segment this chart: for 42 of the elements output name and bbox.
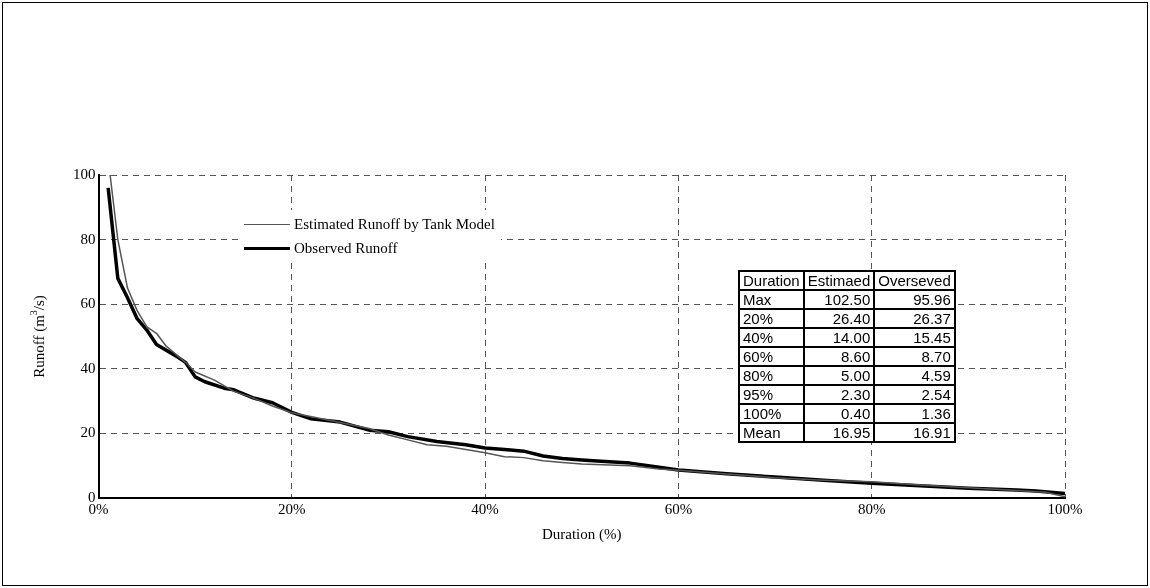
annotation: 15.45 bbox=[874, 328, 955, 347]
annotation: 100% bbox=[739, 404, 804, 423]
annotation: Mean bbox=[739, 423, 804, 442]
legend-label: Estimated Runoff by Tank Model bbox=[294, 215, 495, 233]
annotation: 20% bbox=[739, 309, 804, 328]
y-tick-label: 80 bbox=[80, 230, 96, 247]
annotation: 16.95 bbox=[803, 423, 875, 442]
y-tick-label: 100 bbox=[73, 165, 96, 182]
annotation: 0.40 bbox=[803, 404, 875, 423]
annotation: 16.91 bbox=[874, 423, 955, 442]
annotation: 102.50 bbox=[803, 290, 875, 309]
annotation: Estimaed bbox=[803, 271, 875, 290]
x-tick-label: 60% bbox=[664, 500, 693, 517]
y-tick-label: 60 bbox=[80, 295, 96, 312]
legend-label: Observed Runoff bbox=[294, 239, 398, 257]
x-tick-label: 100% bbox=[1047, 500, 1083, 517]
y-tick-label: 0 bbox=[88, 488, 96, 505]
y-axis-title: Runoff (m3/s) bbox=[27, 295, 48, 378]
annotation: 26.37 bbox=[874, 309, 955, 328]
annotation: 80% bbox=[739, 366, 804, 385]
x-tick-label: 80% bbox=[857, 500, 886, 517]
annotation: 40% bbox=[739, 328, 804, 347]
annotation: 1.36 bbox=[874, 404, 955, 423]
annotation: 5.00 bbox=[803, 366, 875, 385]
annotation: Duration bbox=[739, 271, 804, 290]
annotation: 2.54 bbox=[874, 385, 955, 404]
annotation: 95.96 bbox=[874, 290, 955, 309]
annotation: 95% bbox=[739, 385, 804, 404]
annotation: Overseved bbox=[874, 271, 955, 290]
x-tick-label: 40% bbox=[471, 500, 499, 517]
annotation: 26.40 bbox=[803, 309, 875, 328]
annotation: Max bbox=[739, 290, 804, 309]
y-tick-label: 40 bbox=[80, 359, 96, 376]
x-tick-label: 20% bbox=[278, 500, 306, 517]
x-axis-title: Duration (%) bbox=[541, 525, 622, 543]
annotation: 14.00 bbox=[803, 328, 875, 347]
annotation: 2.30 bbox=[803, 385, 875, 404]
annotation: 60% bbox=[739, 347, 804, 366]
annotation: 4.59 bbox=[874, 366, 955, 385]
annotation: 8.60 bbox=[803, 347, 875, 366]
annotation: 8.70 bbox=[874, 347, 955, 366]
y-tick-label: 20 bbox=[80, 424, 96, 441]
